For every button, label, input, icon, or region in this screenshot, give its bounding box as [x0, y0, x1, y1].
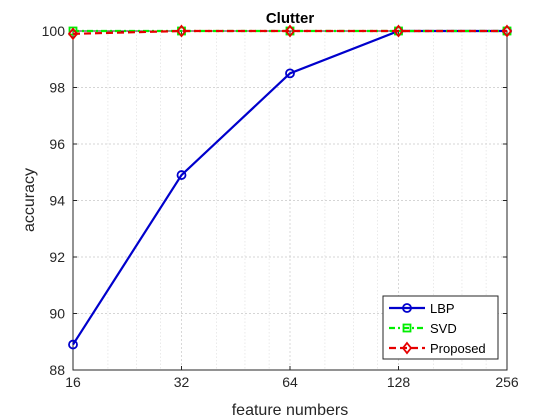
y-axis-label: accuracy — [21, 168, 38, 232]
data-point-lbp — [285, 68, 295, 79]
y-tick-label: 90 — [49, 306, 65, 322]
x-tick-label: 32 — [174, 374, 190, 390]
legend-marker-lbp — [402, 303, 412, 313]
legend-marker-proposed — [401, 341, 413, 355]
legend-label-lbp: LBP — [430, 301, 455, 316]
y-tick-label: 92 — [49, 249, 65, 265]
legend-marker-svd — [402, 323, 412, 333]
legend-items: LBP SVD Proposed — [389, 301, 486, 356]
x-tick-label: 64 — [282, 374, 298, 390]
legend: LBP SVD Proposed — [382, 295, 499, 360]
data-point-proposed — [393, 24, 404, 38]
y-tick-label: 96 — [49, 136, 65, 152]
data-point-proposed — [176, 24, 187, 38]
data-point-proposed — [284, 24, 296, 38]
legend-label-proposed: Proposed — [430, 341, 486, 356]
legend-label-svd: SVD — [430, 321, 457, 336]
y-tick-label: 88 — [49, 362, 65, 378]
chart-title: Clutter — [266, 10, 314, 27]
data-point-lbp — [68, 339, 78, 350]
data-point-lbp — [176, 170, 187, 180]
series-line-proposed — [72, 29, 507, 35]
series-line-lbp — [72, 29, 507, 346]
data-point-proposed — [67, 27, 79, 41]
data-point-proposed — [501, 24, 513, 38]
x-axis-label: feature numbers — [232, 402, 349, 419]
x-tick-label: 16 — [65, 374, 81, 390]
series-layer — [67, 24, 513, 350]
y-tick-label: 94 — [49, 193, 65, 209]
y-tick-label: 98 — [49, 80, 65, 96]
tick-layer: 16 32 64 128 256 88 90 92 94 96 98 100 — [42, 23, 519, 390]
y-tick-label: 100 — [42, 23, 66, 39]
x-tick-label: 256 — [495, 374, 519, 390]
x-tick-label: 128 — [387, 374, 411, 390]
